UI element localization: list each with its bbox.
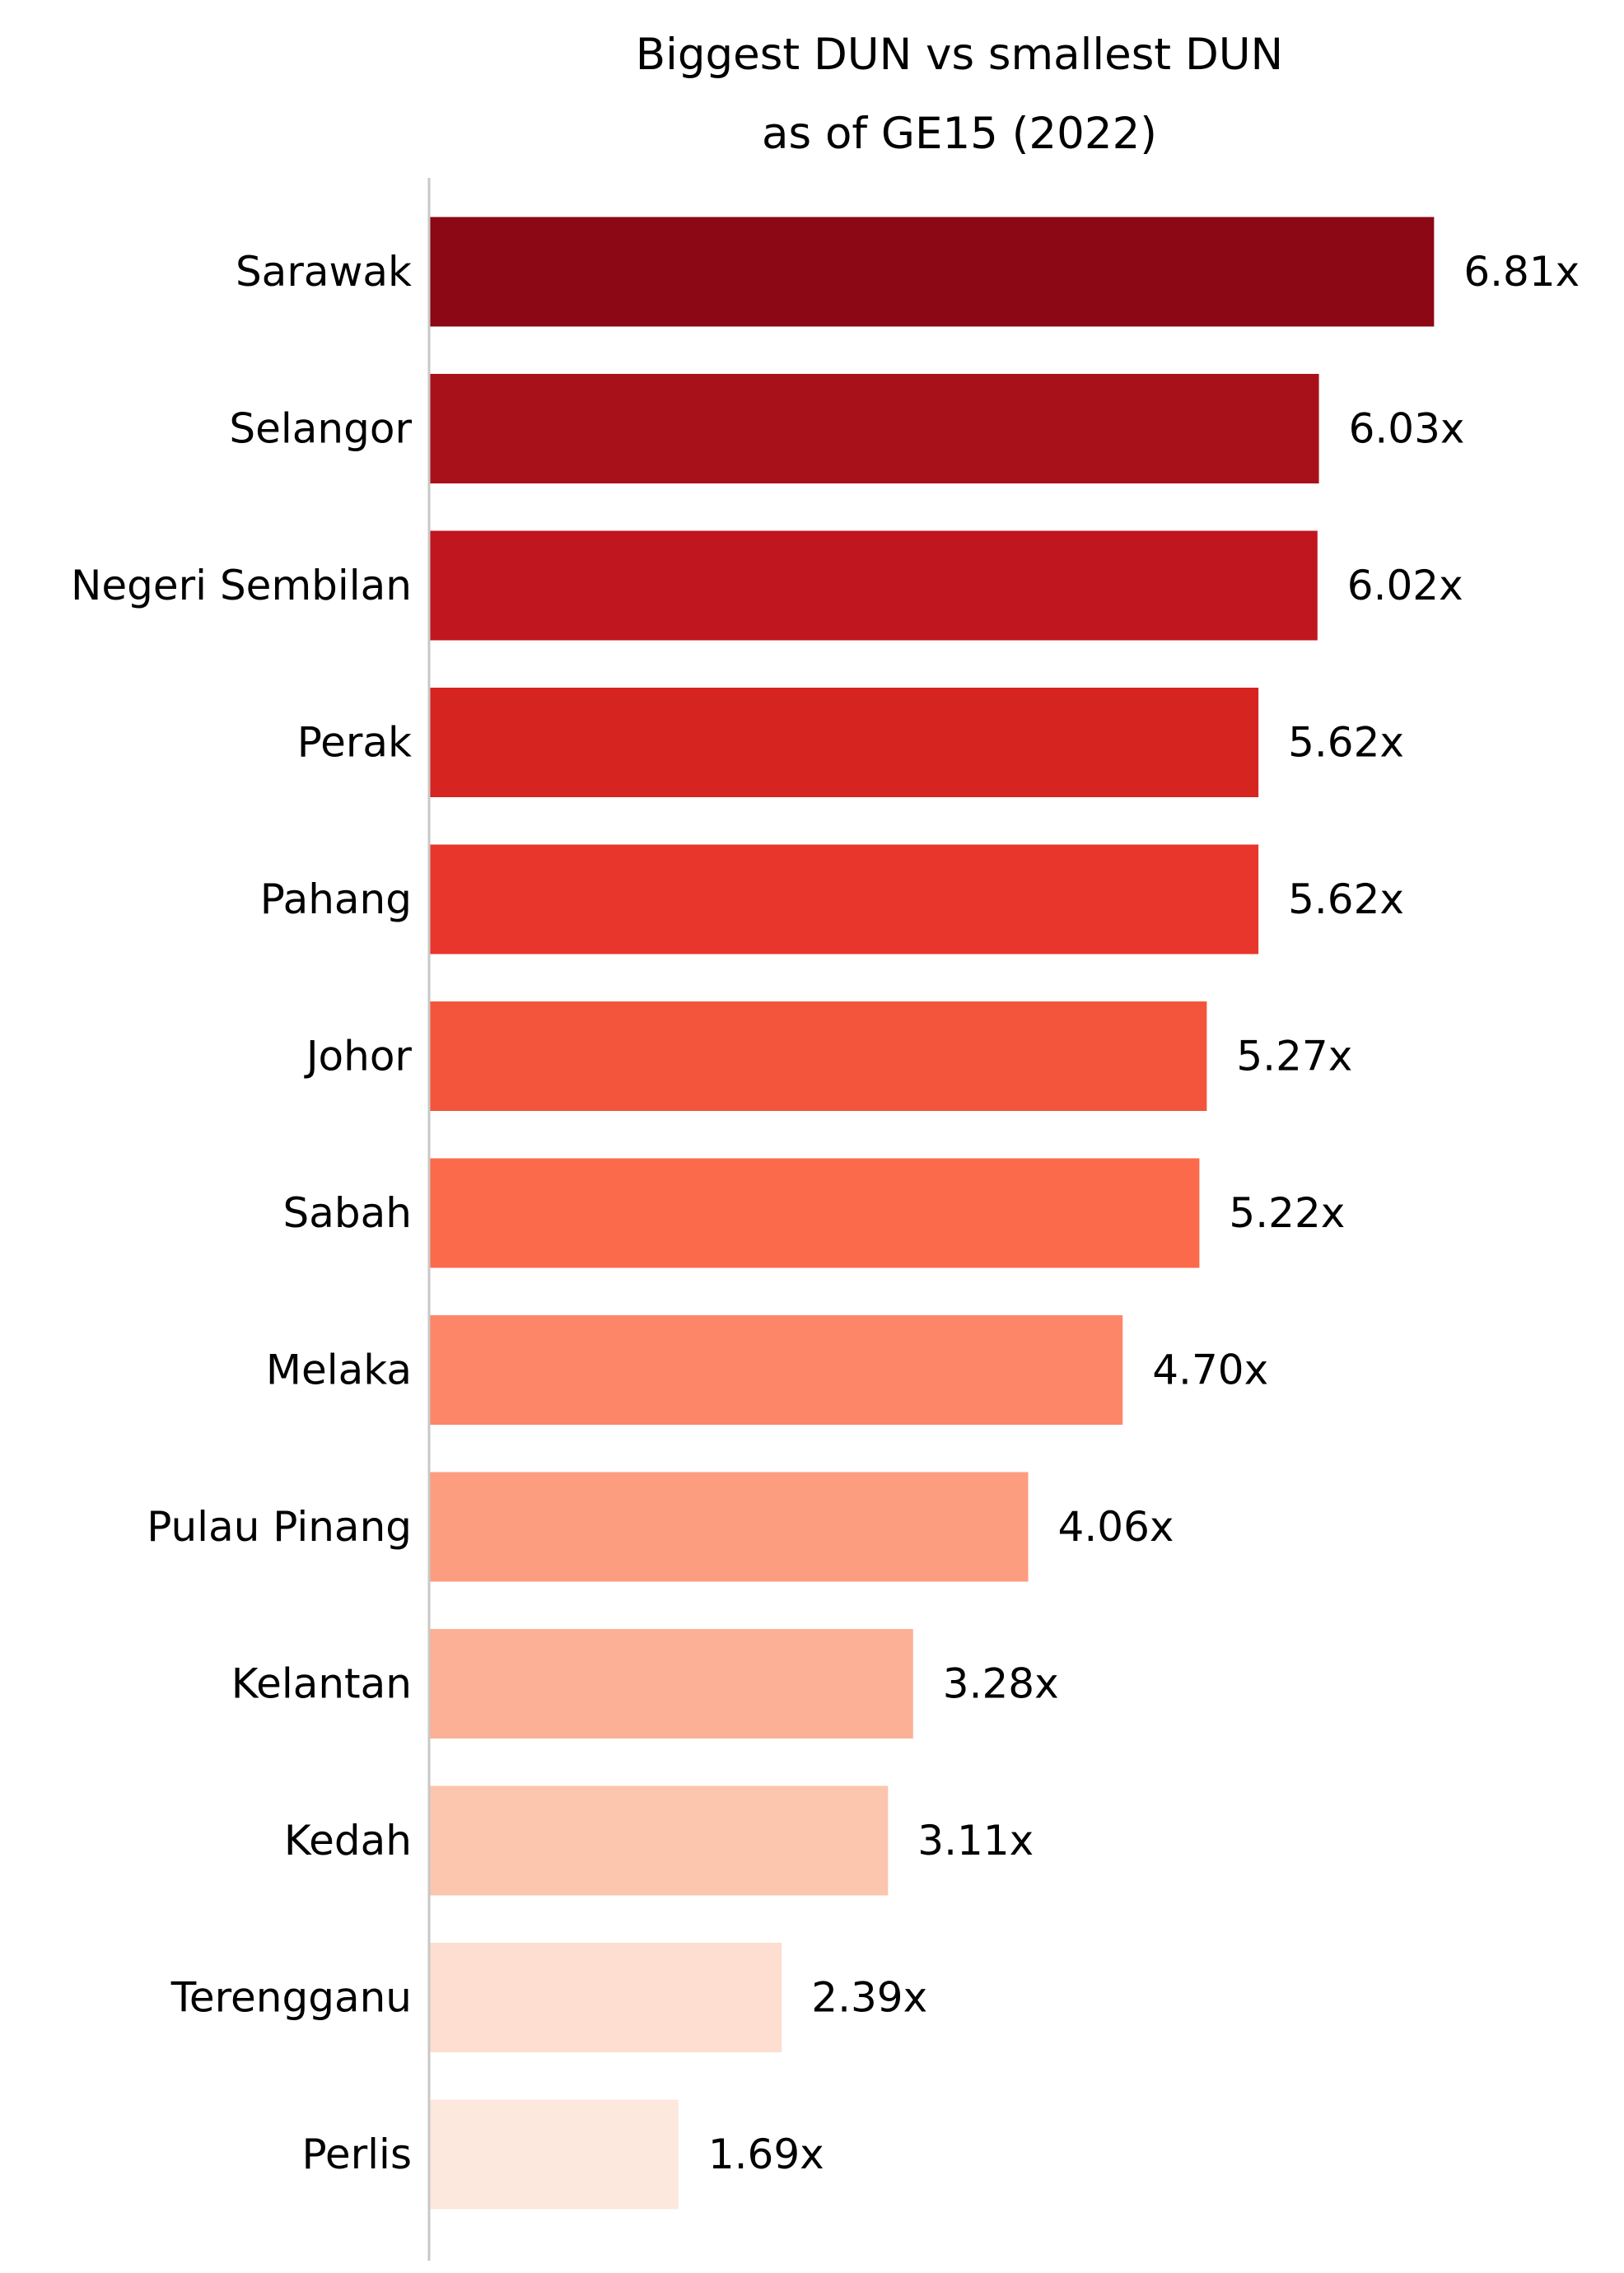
category-label-pulau-pinang: Pulau Pinang [147,1503,412,1551]
bar-negeri-sembilan [430,530,1318,641]
data-label-pulau-pinang: 4.06x [1058,1503,1174,1551]
bar-sarawak [430,217,1435,327]
bar-pahang [430,844,1259,954]
category-label-melaka: Melaka [266,1347,412,1394]
data-label-selangor: 6.03x [1349,405,1465,453]
data-label-johor: 5.27x [1236,1033,1352,1080]
data-label-pahang: 5.62x [1288,875,1404,923]
category-label-selangor: Selangor [229,405,412,453]
bar-kelantan [430,1629,913,1739]
category-label-johor: Johor [304,1033,413,1080]
data-label-kelantan: 3.28x [943,1660,1059,1708]
data-labels-group: 6.81x 6.03x 6.02x 5.62x 5.62x 5.27x 5.22x 4.70x… [708,248,1580,2178]
data-label-sabah: 5.22x [1229,1189,1345,1237]
category-label-perak: Perak [297,719,412,767]
category-labels-group: Sarawak Selangor Negeri Sembilan Perak Pahan… [71,248,413,2178]
data-label-kedah: 3.11x [917,1817,1034,1865]
bar-melaka [430,1315,1123,1425]
category-label-kedah: Kedah [284,1817,412,1865]
category-label-pahang: Pahang [260,875,412,923]
category-label-sarawak: Sarawak [236,248,412,296]
chart-title-group: Biggest DUN vs smallest DUN as of GE15 (… [636,30,1283,159]
bar-johor [430,1001,1207,1111]
category-label-perlis: Perlis [301,2131,412,2178]
bar-selangor [430,374,1319,483]
bar-perak [430,688,1259,797]
data-label-perlis: 1.69x [708,2131,824,2178]
bar-terengganu [430,1943,782,2052]
bars-group [430,217,1435,2210]
data-label-melaka: 4.70x [1152,1347,1268,1394]
bar-perlis [430,2099,679,2210]
bar-sabah [430,1158,1200,1268]
data-label-sarawak: 6.81x [1463,248,1580,296]
bar-pulau-pinang [430,1472,1029,1582]
category-label-sabah: Sabah [283,1189,412,1237]
data-label-terengganu: 2.39x [811,1974,927,2022]
category-label-terengganu: Terengganu [170,1974,412,2022]
bar-kedah [430,1785,889,1896]
chart-title: Biggest DUN vs smallest DUN [636,30,1283,80]
data-label-negeri-sembilan: 6.02x [1347,562,1463,609]
category-label-kelantan: Kelantan [231,1660,412,1708]
category-label-negeri-sembilan: Negeri Sembilan [71,562,412,609]
data-label-perak: 5.62x [1288,719,1404,767]
chart-subtitle: as of GE15 (2022) [762,109,1157,159]
